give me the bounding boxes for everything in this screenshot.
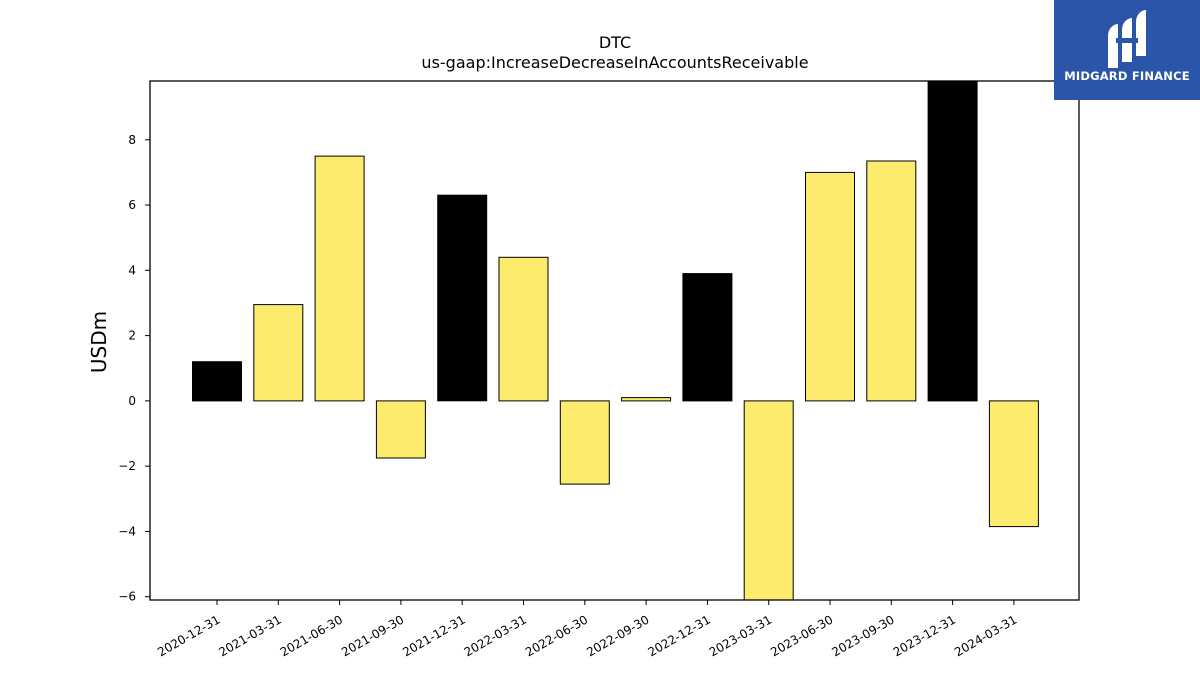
bar-2022-09-30 (621, 397, 672, 402)
chart-subtitle: us-gaap:IncreaseDecreaseInAccountsReceiv… (421, 53, 808, 72)
x-tick-label: 2023-12-31 (891, 612, 958, 659)
x-tick-label: 2024-03-31 (952, 612, 1019, 659)
y-tick-label: 6 (128, 198, 136, 212)
bar-2022-06-30 (559, 400, 610, 485)
y-axis-label: USDm (87, 311, 111, 373)
bar-2021-03-31 (253, 304, 304, 402)
x-tick-label: 2023-09-30 (829, 612, 896, 659)
bar-2021-12-31 (437, 194, 488, 402)
bar-2023-06-30 (805, 171, 855, 402)
x-tick-label: 2023-03-31 (707, 612, 774, 659)
x-tick-label: 2022-09-30 (584, 612, 651, 659)
chart-title: DTC (599, 33, 631, 52)
logo-mark-icon (1108, 10, 1146, 68)
y-tick-label: 8 (128, 133, 136, 147)
bar-2022-12-31 (682, 273, 733, 402)
bar-2021-09-30 (375, 400, 426, 459)
midgard-finance-logo: MIDGARD FINANCE (1054, 0, 1200, 100)
y-tick-label: 0 (128, 394, 136, 408)
bar-2020-12-31 (192, 361, 242, 402)
bar-2022-03-31 (498, 256, 549, 402)
y-tick-label: 2 (128, 329, 136, 343)
y-tick-label: −6 (118, 590, 136, 604)
y-tick-label: −2 (118, 459, 136, 473)
logo-text: MIDGARD FINANCE (1064, 69, 1190, 83)
bar-2023-12-31 (927, 80, 978, 402)
bar-2024-03-31 (988, 400, 1039, 528)
x-tick-label: 2020-12-31 (155, 612, 222, 659)
x-tick-label: 2022-03-31 (462, 612, 529, 659)
x-tick-label: 2022-12-31 (645, 612, 712, 659)
y-tick-label: −4 (118, 524, 136, 538)
bar-2023-09-30 (866, 160, 917, 402)
y-tick-label: 4 (128, 263, 136, 277)
x-tick-label: 2021-12-31 (400, 612, 467, 659)
x-tick-label: 2023-06-30 (768, 612, 835, 659)
x-tick-label: 2021-09-30 (339, 612, 406, 659)
x-tick-label: 2021-03-31 (216, 612, 283, 659)
x-tick-label: 2022-06-30 (523, 612, 590, 659)
plot-frame (149, 80, 1080, 601)
x-tick-label: 2021-06-30 (278, 612, 345, 659)
bar-2023-03-31 (743, 400, 794, 601)
bar-2021-06-30 (314, 155, 365, 402)
